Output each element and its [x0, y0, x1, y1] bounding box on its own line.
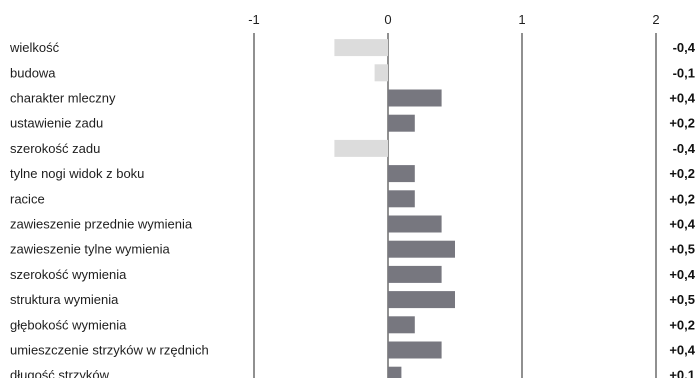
bar [388, 114, 415, 132]
bar [388, 190, 415, 208]
category-label: szerokość zadu [10, 141, 100, 156]
category-label: wielkość [9, 40, 60, 55]
category-label: długość strzyków [10, 368, 110, 378]
category-label: charakter mleczny [10, 91, 116, 106]
bar [388, 240, 455, 258]
category-labels: wielkość budowa charakter mleczny ustawieni… [9, 40, 209, 378]
category-label: struktura wymienia [10, 292, 119, 307]
value-label: +0,4 [669, 217, 695, 232]
bar [388, 89, 442, 107]
category-label: zawieszenie tylne wymienia [10, 242, 170, 257]
x-tick-label: 0 [384, 12, 391, 27]
category-label: zawieszenie przednie wymienia [10, 217, 193, 232]
value-label: +0,5 [669, 242, 695, 257]
bar [388, 291, 455, 309]
bar [334, 39, 388, 57]
value-labels: -0,4 -0,1 +0,4 +0,2 -0,4 +0,2 +0,2 +0,4 +0,5 +0,4… [669, 40, 695, 378]
x-tick-label: 2 [652, 12, 659, 27]
value-label: +0,4 [669, 343, 695, 358]
category-label: budowa [10, 65, 56, 80]
category-label: racice [10, 191, 45, 206]
x-axis-ticks: -1 0 1 2 [248, 12, 659, 27]
bars [334, 39, 455, 378]
bar [388, 165, 415, 183]
bar [388, 265, 442, 283]
category-label: głębokość wymienia [10, 317, 127, 332]
x-tick-label: -1 [248, 12, 260, 27]
bar [388, 316, 415, 334]
bar [334, 139, 388, 157]
value-label: +0,2 [669, 166, 695, 181]
category-label: szerokość wymienia [10, 267, 127, 282]
bar [388, 215, 442, 233]
gridlines [253, 33, 657, 378]
value-label: +0,4 [669, 267, 695, 282]
value-label: -0,1 [673, 65, 695, 80]
category-label: ustawienie zadu [10, 116, 103, 131]
category-label: umieszczenie strzyków w rzędnich [10, 343, 209, 358]
value-label: -0,4 [673, 141, 696, 156]
value-label: +0,1 [669, 368, 695, 378]
value-label: -0,4 [673, 40, 696, 55]
value-label: +0,5 [669, 292, 695, 307]
value-label: +0,2 [669, 116, 695, 131]
bar [388, 366, 402, 378]
category-label: tylne nogi widok z boku [10, 166, 144, 181]
value-label: +0,4 [669, 91, 695, 106]
bar [374, 64, 388, 82]
x-tick-label: 1 [518, 12, 525, 27]
bar [388, 341, 442, 359]
value-label: +0,2 [669, 317, 695, 332]
value-label: +0,2 [669, 191, 695, 206]
